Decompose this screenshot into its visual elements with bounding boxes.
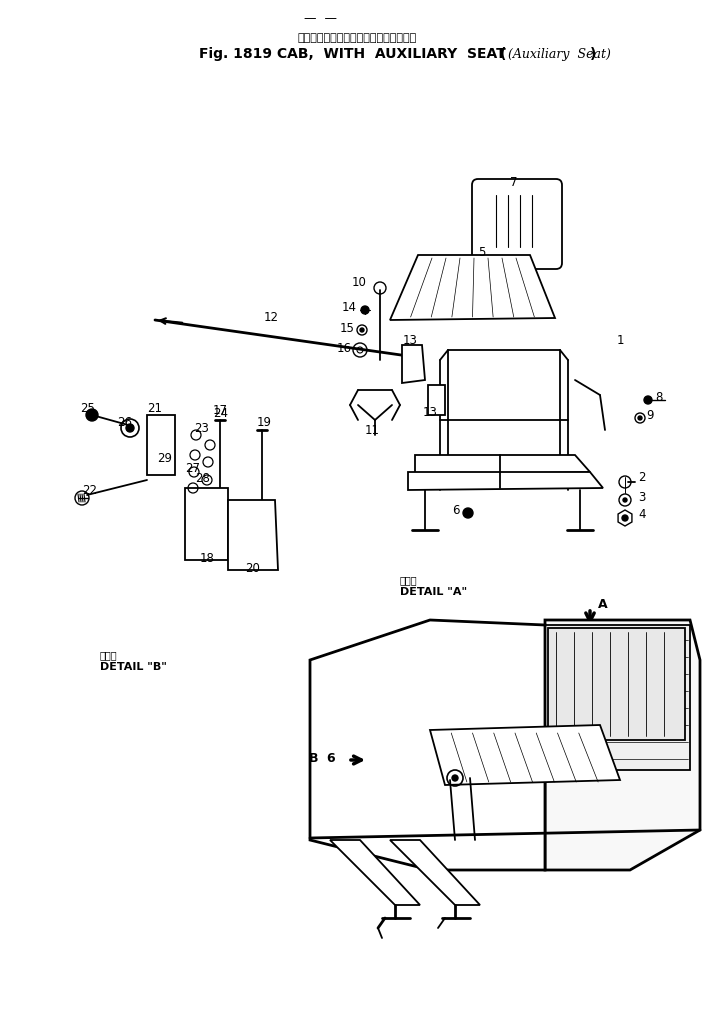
Text: 1: 1 [617, 334, 624, 346]
Circle shape [463, 508, 473, 518]
Polygon shape [185, 488, 228, 560]
Text: 11: 11 [365, 423, 380, 436]
Polygon shape [147, 415, 175, 475]
Text: 3: 3 [638, 490, 646, 503]
Text: 6: 6 [452, 503, 460, 517]
Text: 19: 19 [257, 415, 272, 428]
Text: 29: 29 [157, 452, 172, 465]
Text: 詳　細: 詳 細 [400, 576, 418, 585]
Text: 24: 24 [213, 406, 228, 419]
Text: (Auxiliary  Seat): (Auxiliary Seat) [508, 48, 611, 61]
Text: Fig. 1819 CAB,  WITH  AUXILIARY  SEAT: Fig. 1819 CAB, WITH AUXILIARY SEAT [199, 47, 516, 61]
Text: 22: 22 [82, 483, 97, 496]
Polygon shape [545, 625, 690, 770]
Text: 10: 10 [352, 275, 367, 288]
Text: 9: 9 [646, 408, 654, 421]
Polygon shape [330, 840, 420, 905]
Polygon shape [402, 345, 425, 383]
Circle shape [638, 416, 642, 420]
Circle shape [86, 409, 98, 421]
Polygon shape [310, 620, 545, 870]
Text: 13: 13 [423, 406, 438, 418]
Text: DETAIL "B": DETAIL "B" [100, 662, 167, 672]
Circle shape [452, 775, 458, 781]
Polygon shape [390, 840, 480, 905]
Text: —  —: — — [303, 11, 337, 24]
Text: 16: 16 [337, 341, 352, 354]
Text: 13: 13 [403, 334, 418, 346]
Text: 27: 27 [185, 462, 200, 474]
Text: 25: 25 [80, 402, 95, 414]
Text: 14: 14 [342, 300, 357, 314]
Text: 15: 15 [340, 322, 355, 335]
Text: (: ( [500, 47, 506, 61]
Polygon shape [545, 620, 700, 870]
Text: キャブ、補　助　席　付（補　助　席）: キャブ、補 助 席 付（補 助 席） [297, 33, 417, 43]
Text: 詳　細: 詳 細 [100, 650, 118, 660]
Text: 26: 26 [117, 415, 132, 428]
Text: 23: 23 [194, 421, 209, 434]
Text: 21: 21 [147, 402, 162, 414]
Text: 6: 6 [326, 751, 335, 764]
Circle shape [361, 306, 369, 314]
Polygon shape [548, 628, 685, 740]
Polygon shape [428, 385, 445, 415]
Text: 18: 18 [200, 551, 215, 564]
Circle shape [126, 424, 134, 432]
Circle shape [623, 498, 627, 502]
Text: 7: 7 [510, 176, 518, 189]
Polygon shape [415, 455, 590, 475]
Polygon shape [430, 725, 620, 785]
Text: 4: 4 [638, 509, 646, 522]
Text: B: B [308, 751, 318, 764]
Text: A: A [598, 599, 608, 611]
FancyBboxPatch shape [472, 179, 562, 269]
Text: ): ) [590, 47, 596, 61]
Text: 2: 2 [638, 471, 646, 483]
Polygon shape [618, 510, 632, 526]
Text: 20: 20 [245, 561, 260, 574]
Text: 5: 5 [478, 246, 485, 259]
Circle shape [622, 515, 628, 521]
Text: 28: 28 [195, 472, 210, 484]
Circle shape [360, 328, 364, 332]
Polygon shape [390, 255, 555, 320]
Polygon shape [228, 500, 278, 570]
Circle shape [644, 396, 652, 404]
Polygon shape [408, 472, 603, 490]
Text: DETAIL "A": DETAIL "A" [400, 587, 467, 597]
Text: 12: 12 [264, 311, 279, 324]
Text: 17: 17 [213, 404, 228, 416]
Text: 8: 8 [655, 391, 662, 404]
